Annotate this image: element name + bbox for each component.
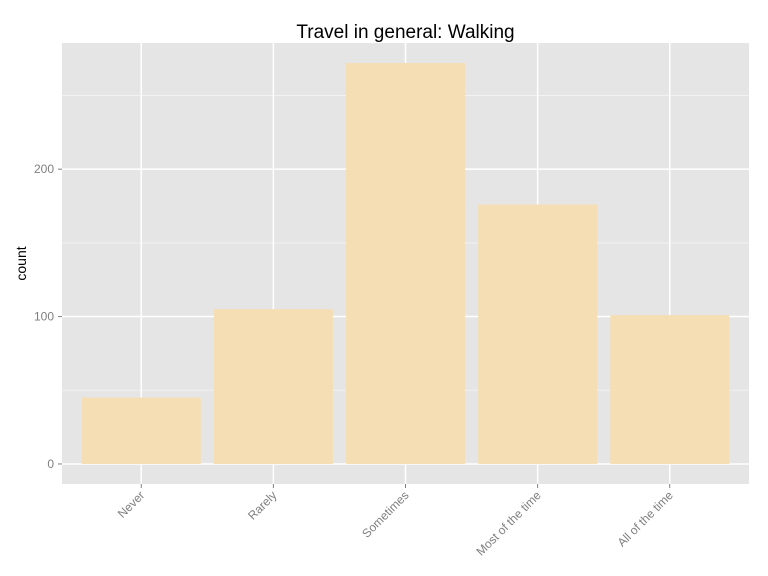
bar <box>346 63 465 464</box>
y-tick-label: 100 <box>34 310 54 324</box>
bars <box>81 63 730 464</box>
y-tick-labels: 0 100 200 <box>34 162 54 471</box>
x-tick-label: All of the time <box>615 488 677 550</box>
bar <box>610 315 730 464</box>
bar <box>81 397 201 464</box>
y-tick-label: 0 <box>47 457 54 471</box>
axis-ticks <box>58 168 671 488</box>
x-tick-label: Rarely <box>245 488 279 522</box>
x-tick-labels: Never Rarely Sometimes Most of the time All … <box>115 488 676 558</box>
y-tick-label: 200 <box>34 162 54 176</box>
x-tick-label: Sometimes <box>359 488 411 540</box>
bar <box>213 309 333 464</box>
chart-title: Travel in general: Walking <box>296 22 514 43</box>
bar <box>478 204 598 464</box>
x-tick-label: Never <box>115 488 148 521</box>
y-axis-label: count <box>13 246 29 280</box>
x-tick-label: Most of the time <box>473 488 543 558</box>
